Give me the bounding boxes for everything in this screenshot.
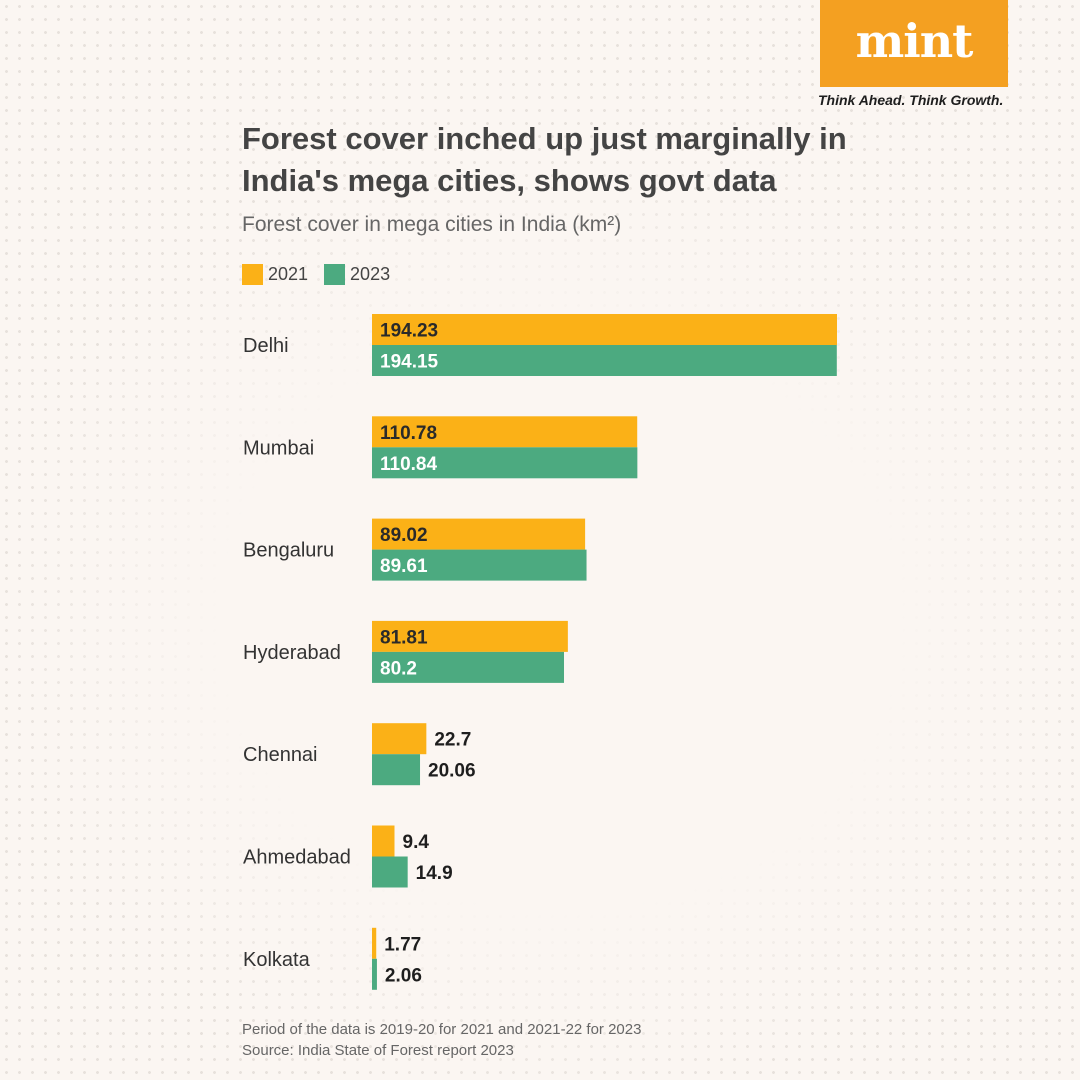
value-label-mumbai-2021: 110.78 <box>380 423 437 444</box>
bar-ahmedabad-2023 <box>372 856 408 888</box>
value-label-ahmedabad-2023: 14.9 <box>416 863 453 884</box>
bar-delhi-2023 <box>372 345 837 376</box>
legend-swatch-2021 <box>242 264 263 285</box>
value-label-hyderabad-2023: 80.2 <box>380 658 417 679</box>
value-label-chennai-2021: 22.7 <box>434 730 471 751</box>
mint-logo: mint <box>820 0 1008 87</box>
bar-kolkata-2023 <box>372 958 377 990</box>
value-label-hyderabad-2021: 81.81 <box>380 627 428 648</box>
value-label-kolkata-2021: 1.77 <box>384 934 421 955</box>
value-label-delhi-2021: 194.23 <box>380 321 438 342</box>
legend-item-2023: 2023 <box>324 264 390 285</box>
legend-label-2021: 2021 <box>268 264 309 284</box>
bar-chennai-2021 <box>372 723 427 755</box>
legend-label-2023: 2023 <box>350 264 391 284</box>
legend-item-2021: 2021 <box>242 264 308 285</box>
footnotes: Period of the data is 2019-20 for 2021 a… <box>242 1019 641 1061</box>
bar-chennai-2023 <box>372 754 421 786</box>
category-label-delhi: Delhi <box>243 335 289 357</box>
value-label-bengaluru-2021: 89.02 <box>380 525 428 546</box>
bar-hyderabad-2021 <box>372 620 568 652</box>
category-label-kolkata: Kolkata <box>243 949 311 971</box>
bar-hyderabad-2023 <box>372 651 565 683</box>
category-label-bengaluru: Bengaluru <box>243 540 334 562</box>
bar-bengaluru-2021 <box>372 518 586 550</box>
legend-swatch-2023 <box>324 264 346 285</box>
value-label-delhi-2023: 194.15 <box>380 352 439 373</box>
source-note: Source: India State of Forest report 202… <box>242 1042 514 1059</box>
bar-mumbai-2023 <box>372 447 638 479</box>
category-label-mumbai: Mumbai <box>243 437 314 459</box>
category-label-ahmedabad: Ahmedabad <box>243 847 351 869</box>
chart-subtitle: Forest cover in mega cities in India (km… <box>242 213 622 236</box>
brand-tagline: Think Ahead. Think Growth. <box>818 92 1004 108</box>
category-label-chennai: Chennai <box>243 744 318 766</box>
value-label-chennai-2023: 20.06 <box>428 761 476 782</box>
value-label-kolkata-2023: 2.06 <box>385 965 422 986</box>
logo-wordmark: mint <box>855 13 974 68</box>
bar-ahmedabad-2021 <box>372 825 395 857</box>
value-label-bengaluru-2023: 89.61 <box>380 556 428 577</box>
value-label-ahmedabad-2021: 9.4 <box>403 832 430 853</box>
bar-delhi-2021 <box>372 314 837 345</box>
bar-kolkata-2021 <box>372 927 377 959</box>
category-label-hyderabad: Hyderabad <box>243 642 341 664</box>
value-label-mumbai-2023: 110.84 <box>380 454 437 475</box>
chart-title: Forest cover inched up just marginally i… <box>242 121 847 198</box>
legend: 2021 2023 <box>242 264 406 285</box>
bar-bengaluru-2023 <box>372 549 587 581</box>
bar-mumbai-2021 <box>372 416 638 448</box>
data-period-note: Period of the data is 2019-20 for 2021 a… <box>242 1021 642 1038</box>
